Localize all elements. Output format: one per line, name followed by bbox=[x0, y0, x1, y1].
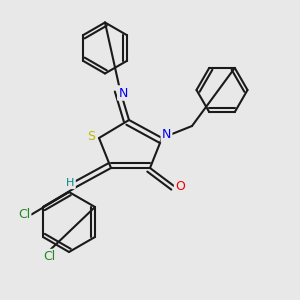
Text: H: H bbox=[66, 178, 75, 188]
Text: Cl: Cl bbox=[18, 208, 30, 221]
Text: Cl: Cl bbox=[44, 250, 56, 263]
Text: N: N bbox=[162, 128, 171, 142]
Text: N: N bbox=[118, 86, 128, 100]
Text: S: S bbox=[88, 130, 95, 143]
Text: O: O bbox=[175, 179, 185, 193]
